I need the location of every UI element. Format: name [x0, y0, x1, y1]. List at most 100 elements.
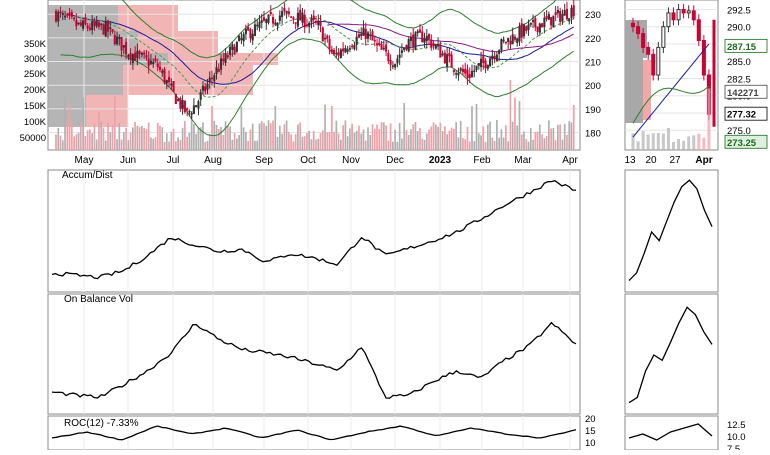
candle-body [369, 34, 372, 36]
candle-body [342, 48, 345, 52]
mini-candle-body [696, 19, 701, 41]
mini-volume-bar [702, 137, 706, 150]
candle-body [174, 94, 177, 105]
volume-bar [514, 97, 516, 150]
volume-bar [202, 122, 204, 150]
candle-body [102, 24, 105, 35]
candle-body [536, 26, 539, 32]
candle-body [276, 22, 279, 27]
ad-panel [47, 169, 581, 293]
candle-body [127, 55, 130, 57]
volume-bar [310, 139, 313, 150]
obv-line [51, 321, 577, 399]
candle-body [82, 20, 85, 29]
volume-bar [425, 133, 428, 150]
candle-body [59, 11, 62, 14]
candle-body [240, 38, 243, 40]
volume-bar [256, 140, 259, 150]
candle-body [172, 81, 175, 92]
mini-volume-bar [631, 133, 635, 150]
volume-bar [68, 103, 71, 150]
candle-body [439, 44, 442, 58]
roc-tick-label: 10 [585, 438, 596, 449]
candle-body [168, 77, 171, 83]
candle-body [283, 7, 286, 12]
roc-mini-tick-label: 7.5 [727, 444, 740, 450]
volume-bar [453, 128, 455, 150]
candle-body [281, 11, 284, 17]
volume-bar [292, 141, 295, 150]
candle-body [455, 72, 458, 75]
candle-body [459, 68, 462, 71]
vbp-red-bar [86, 95, 128, 127]
volume-bar [168, 141, 170, 150]
candle-body [376, 43, 379, 46]
upper-band-callout-box [724, 38, 768, 53]
candle-body [170, 83, 173, 86]
candle-body [509, 40, 512, 45]
candle-body [274, 22, 277, 25]
candle-body [346, 49, 349, 52]
volume-bar [204, 141, 207, 150]
volume-bar [511, 121, 514, 150]
candle-body [91, 21, 94, 30]
volume-bar [516, 125, 519, 150]
candle-body [136, 50, 139, 59]
volume-bar [109, 132, 112, 150]
volume-bar [132, 127, 134, 150]
volume-bar [534, 131, 537, 150]
upper-band-callout: 287.15 [727, 42, 757, 53]
candle-body [77, 22, 80, 25]
mini-volume-bar [677, 138, 681, 150]
volume-bar [407, 134, 410, 150]
candle-body [113, 35, 116, 45]
volume-bar [299, 122, 302, 150]
mini-candle-body [681, 8, 686, 14]
volume-bar [335, 120, 338, 150]
volume-bar [561, 139, 564, 150]
volume-bar [247, 141, 250, 150]
volume-bar [570, 122, 573, 150]
volume-bar [315, 139, 317, 150]
volume-bar [111, 124, 114, 150]
volume-bar [220, 126, 222, 150]
candle-body [267, 14, 270, 23]
volume-bar [156, 122, 159, 150]
roc-mini-panel [624, 415, 719, 451]
volume-bar [181, 127, 184, 150]
volume-bar [414, 121, 417, 150]
candle-body [409, 36, 412, 41]
month-label: Dec [386, 155, 404, 166]
candle-body [525, 26, 528, 31]
mini-volume-bar [687, 136, 691, 150]
month-label: Apr [562, 155, 578, 166]
volume-bar [398, 122, 401, 150]
volume-bar [319, 133, 322, 150]
volume-bar [102, 127, 105, 150]
volume-bar [179, 139, 182, 150]
mini-volume-bar [697, 133, 701, 150]
volume-bar [475, 104, 478, 150]
upper-bollinger-band [121, 0, 557, 59]
volume-bar [349, 128, 351, 150]
mini-candle-body [671, 12, 676, 21]
lower-bollinger-band [60, 38, 574, 137]
candle-body [414, 32, 417, 51]
candle-body [550, 16, 553, 26]
volume-bar [444, 126, 446, 150]
candle-body [568, 18, 571, 22]
volume-bar [376, 124, 378, 150]
mini-ma-line [632, 43, 710, 138]
mini-candle-body [691, 10, 696, 21]
volume-bar [55, 134, 57, 150]
candle-body [371, 31, 374, 41]
volume-bar [258, 123, 261, 150]
volume-bar [367, 127, 369, 150]
mini-candle-body [651, 53, 656, 76]
candle-body [186, 108, 189, 110]
candle-body [190, 113, 193, 115]
candle-body [321, 27, 324, 42]
candle-body [366, 32, 370, 39]
roc-label: ROC(12) -7.33% [64, 418, 139, 429]
